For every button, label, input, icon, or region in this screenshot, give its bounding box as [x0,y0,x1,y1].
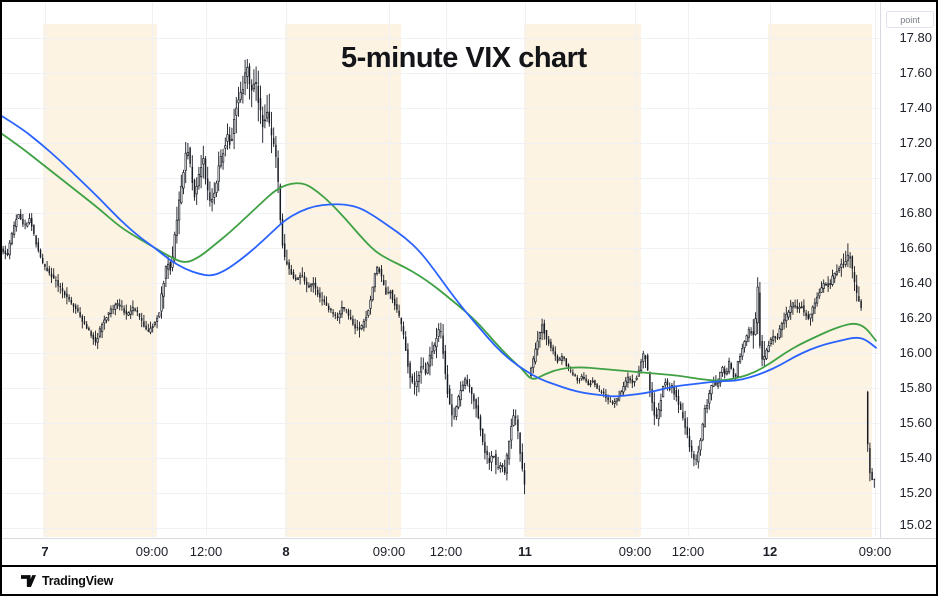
price-axis-label: 15.60 [899,415,932,430]
price-axis-label: 15.02 [899,516,932,532]
tradingview-logo-text: TradingView [42,573,114,588]
price-axis-label: 16.00 [899,345,932,360]
price-axis-label: 17.20 [899,135,932,150]
price-chart-canvas[interactable] [0,0,880,538]
attribution-divider [0,565,938,567]
price-axis-label: 15.20 [899,485,932,500]
price-axis-label: 17.60 [899,65,932,80]
price-axis-label: 15.40 [899,450,932,465]
price-axis-label: 17.80 [899,30,932,45]
time-axis-label: 12:00 [189,544,223,559]
time-axis-label: 7 [41,544,49,559]
price-axis-label: 16.60 [899,240,932,255]
price-axis-unit-badge: point [886,11,934,28]
attribution-bar: TradingView [0,567,938,594]
tradingview-logo-icon [21,574,36,587]
price-axis-label: 16.20 [899,310,932,325]
time-axis-label: 09:00 [135,544,169,559]
tradingview-logo[interactable]: TradingView [21,574,113,588]
price-axis-label: 16.40 [899,275,932,290]
time-axis-label: 11 [518,544,532,559]
price-axis-label: 17.40 [899,100,932,115]
time-axis-label: 12 [762,544,778,559]
price-axis-label: 15.80 [899,380,932,395]
price-axis-label: 16.80 [899,205,932,220]
time-axis-label: 09:00 [858,544,892,559]
time-axis-label: 12:00 [429,544,463,559]
time-axis[interactable]: 7 09:00 12:00 8 09:00 12:00 11 09:00 12:00 12 09:0… [0,538,938,565]
time-axis-label: 8 [282,544,290,559]
time-axis-label: 09:00 [618,544,652,559]
price-axis[interactable]: 17.80 17.60 17.40 17.20 17.00 16.80 16.60 16.40… [880,0,938,538]
price-axis-unit-label: point [900,14,920,25]
chart-title-annotation[interactable]: 5-minute VIX chart [341,42,587,74]
time-axis-label: 12:00 [671,544,705,559]
price-axis-label: 17.00 [899,170,932,185]
time-axis-label: 09:00 [372,544,406,559]
